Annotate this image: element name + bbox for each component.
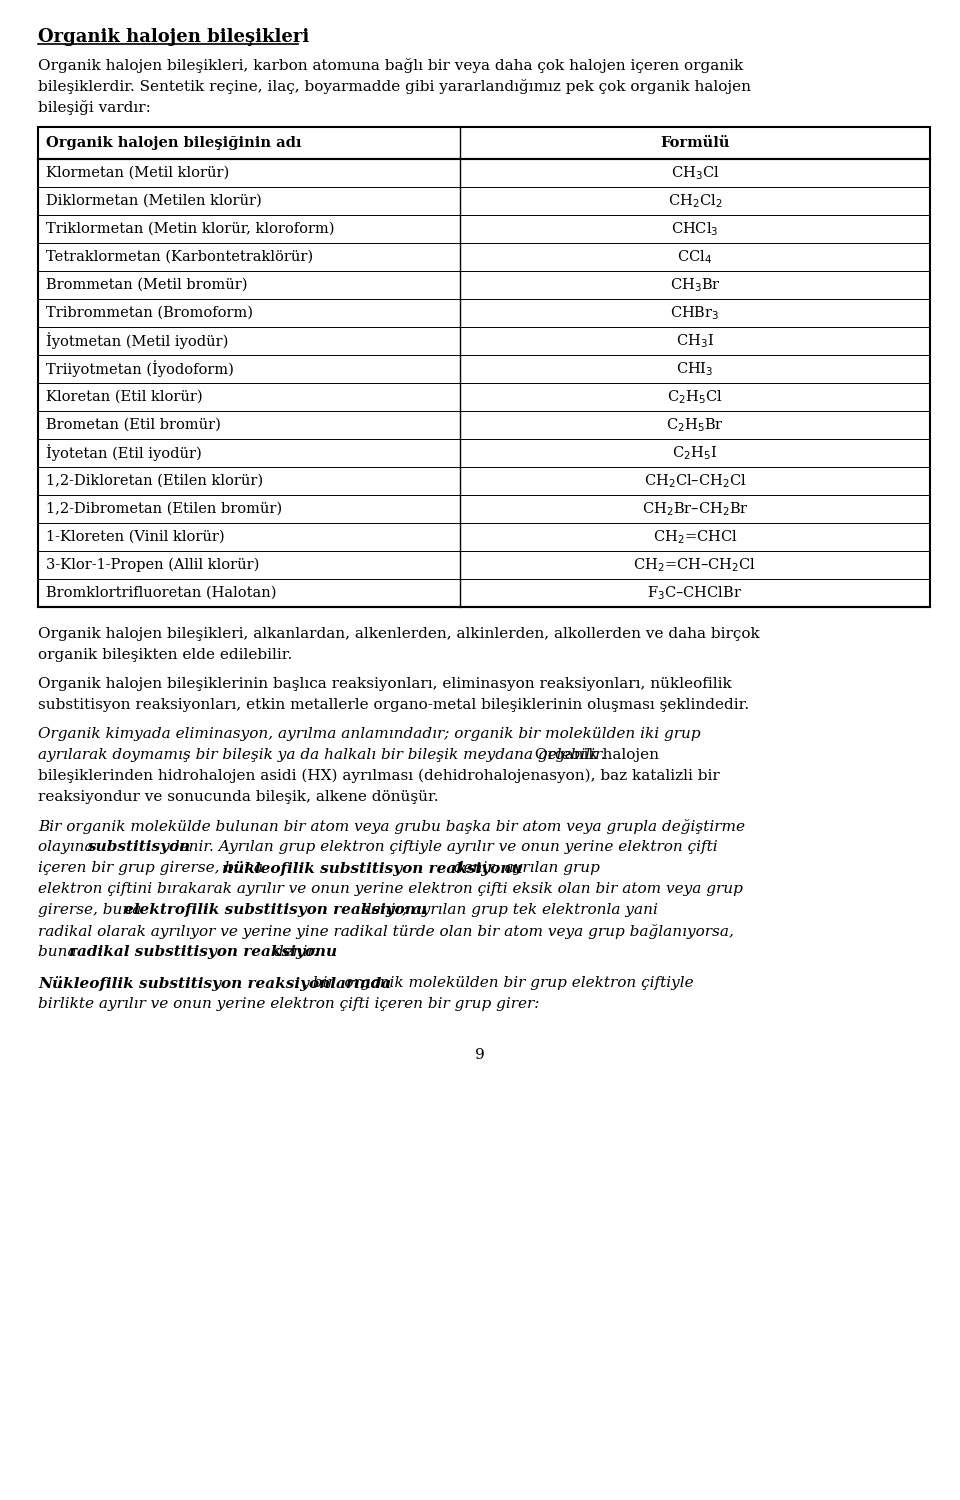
Text: organik bileşikten elde edilebilir.: organik bileşikten elde edilebilir. (38, 648, 292, 662)
Text: Bir organik molekülde bulunan bir atom veya grubu başka bir atom veya grupla değ: Bir organik molekülde bulunan bir atom v… (38, 819, 745, 834)
Text: CH$_2$Br–CH$_2$Br: CH$_2$Br–CH$_2$Br (641, 500, 749, 517)
Text: CHBr$_3$: CHBr$_3$ (670, 304, 720, 322)
Text: İyotetan (Etil iyodür): İyotetan (Etil iyodür) (46, 444, 202, 462)
Text: Organik kimyada eliminasyon, ayrılma anlamındadır; organik bir molekülden iki gr: Organik kimyada eliminasyon, ayrılma anl… (38, 728, 701, 741)
Text: ayrılarak doymamış bir bileşik ya da halkalı bir bileşik meydana gelebilir.: ayrılarak doymamış bir bileşik ya da hal… (38, 748, 606, 762)
Text: Organik halojen bileşiğinin adı: Organik halojen bileşiğinin adı (46, 136, 301, 150)
Text: Tribrommetan (Bromoform): Tribrommetan (Bromoform) (46, 306, 253, 320)
Text: Bromklortrifluoretan (Halotan): Bromklortrifluoretan (Halotan) (46, 586, 276, 600)
Text: F$_3$C–CHClBr: F$_3$C–CHClBr (647, 584, 743, 602)
Text: substitisyon reaksiyonları, etkin metallerle organo-metal bileşiklerinin oluşmas: substitisyon reaksiyonları, etkin metall… (38, 698, 749, 712)
Text: C$_2$H$_5$Br: C$_2$H$_5$Br (666, 416, 724, 434)
Text: radikal substitisyon reaksiyonu: radikal substitisyon reaksiyonu (69, 945, 337, 958)
Text: denir; ayrılan grup tek elektronla yani: denir; ayrılan grup tek elektronla yani (356, 903, 658, 916)
Text: CH$_2$Cl–CH$_2$Cl: CH$_2$Cl–CH$_2$Cl (643, 472, 746, 490)
Text: Organik halojen bileşikleri: Organik halojen bileşikleri (38, 28, 309, 46)
Text: C$_2$H$_5$I: C$_2$H$_5$I (672, 444, 717, 462)
Text: birlikte ayrılır ve onun yerine elektron çifti içeren bir grup girer:: birlikte ayrılır ve onun yerine elektron… (38, 998, 540, 1011)
Text: Brometan (Etil bromür): Brometan (Etil bromür) (46, 419, 221, 432)
Text: CH$_3$Br: CH$_3$Br (670, 276, 720, 294)
Text: reaksiyondur ve sonucunda bileşik, alkene dönüşür.: reaksiyondur ve sonucunda bileşik, alken… (38, 790, 439, 804)
Text: 1,2-Dikloretan (Etilen klorür): 1,2-Dikloretan (Etilen klorür) (46, 474, 263, 488)
Text: 3-Klor-1-Propen (Allil klorür): 3-Klor-1-Propen (Allil klorür) (46, 558, 259, 572)
Text: olayına: olayına (38, 840, 99, 854)
Bar (38, 128, 930, 608)
Text: denir.: denir. (269, 945, 318, 958)
Text: , bir  organik molekülden bir grup elektron çiftiyle: , bir organik molekülden bir grup elektr… (302, 976, 693, 990)
Text: bileşiği vardır:: bileşiği vardır: (38, 100, 151, 116)
Text: CH$_3$Cl: CH$_3$Cl (671, 164, 719, 182)
Text: içeren bir grup girerse, buna: içeren bir grup girerse, buna (38, 861, 268, 874)
Text: Klormetan (Metil klorür): Klormetan (Metil klorür) (46, 166, 229, 180)
Text: CHCl$_3$: CHCl$_3$ (671, 220, 719, 238)
Text: Triklormetan (Metin klorür, kloroform): Triklormetan (Metin klorür, kloroform) (46, 222, 334, 236)
Text: CH$_2$=CH–CH$_2$Cl: CH$_2$=CH–CH$_2$Cl (634, 556, 756, 574)
Text: Formülü: Formülü (660, 136, 730, 150)
Text: girerse, buna: girerse, buna (38, 903, 146, 916)
Text: 9: 9 (475, 1048, 485, 1062)
Text: C$_2$H$_5$Cl: C$_2$H$_5$Cl (667, 388, 723, 406)
Text: Nükleofilik substitisyon reaksiyonlarında: Nükleofilik substitisyon reaksiyonlarınd… (38, 976, 392, 992)
Text: Tetraklormetan (Karbontetraklörür): Tetraklormetan (Karbontetraklörür) (46, 251, 313, 264)
Text: Brommetan (Metil bromür): Brommetan (Metil bromür) (46, 278, 248, 292)
Text: Organik halojen bileşikleri, karbon atomuna bağlı bir veya daha çok halojen içer: Organik halojen bileşikleri, karbon atom… (38, 58, 743, 74)
Text: Kloretan (Etil klorür): Kloretan (Etil klorür) (46, 390, 203, 404)
Text: CHI$_3$: CHI$_3$ (676, 360, 713, 378)
Text: Organik halojen bileşikleri, alkanlardan, alkenlerden, alkinlerden, alkollerden : Organik halojen bileşikleri, alkanlardan… (38, 627, 759, 640)
Text: radikal olarak ayrılıyor ve yerine yine radikal türde olan bir atom veya grup ba: radikal olarak ayrılıyor ve yerine yine … (38, 924, 733, 939)
Text: buna: buna (38, 945, 82, 958)
Text: elektron çiftini bırakarak ayrılır ve onun yerine elektron çifti eksik olan bir : elektron çiftini bırakarak ayrılır ve on… (38, 882, 743, 896)
Text: nükleofilik substitisyon reaksiyonu: nükleofilik substitisyon reaksiyonu (223, 861, 523, 876)
Text: Organik halojen: Organik halojen (530, 748, 659, 762)
Text: substitisyon: substitisyon (87, 840, 190, 854)
Text: Diklormetan (Metilen klorür): Diklormetan (Metilen klorür) (46, 194, 262, 208)
Text: denir; ayrılan grup: denir; ayrılan grup (448, 861, 599, 874)
Text: elektrofilik substitisyon reaksiyonu: elektrofilik substitisyon reaksiyonu (124, 903, 427, 916)
Text: bileşiklerinden hidrohalojen asidi (HX) ayrılması (dehidrohalojenasyon), baz kat: bileşiklerinden hidrohalojen asidi (HX) … (38, 770, 720, 783)
Text: 1,2-Dibrometan (Etilen bromür): 1,2-Dibrometan (Etilen bromür) (46, 503, 282, 516)
Text: CH$_3$I: CH$_3$I (676, 332, 714, 350)
Text: CCl$_4$: CCl$_4$ (678, 248, 712, 266)
Text: bileşiklerdir. Sentetik reçine, ilaç, boyarmadde gibi yararlandığımız pek çok or: bileşiklerdir. Sentetik reçine, ilaç, bo… (38, 80, 751, 94)
Text: 1-Kloreten (Vinil klorür): 1-Kloreten (Vinil klorür) (46, 530, 225, 544)
Text: İyotmetan (Metil iyodür): İyotmetan (Metil iyodür) (46, 333, 228, 350)
Text: CH$_2$=CHCl: CH$_2$=CHCl (653, 528, 737, 546)
Text: CH$_2$Cl$_2$: CH$_2$Cl$_2$ (668, 192, 722, 210)
Text: Organik halojen bileşiklerinin başlıca reaksiyonları, eliminasyon reaksiyonları,: Organik halojen bileşiklerinin başlıca r… (38, 676, 732, 692)
Text: Triiyotmetan (İyodoform): Triiyotmetan (İyodoform) (46, 360, 234, 378)
Text: denir. Ayrılan grup elektron çiftiyle ayrılır ve onun yerine elektron çifti: denir. Ayrılan grup elektron çiftiyle ay… (165, 840, 717, 854)
